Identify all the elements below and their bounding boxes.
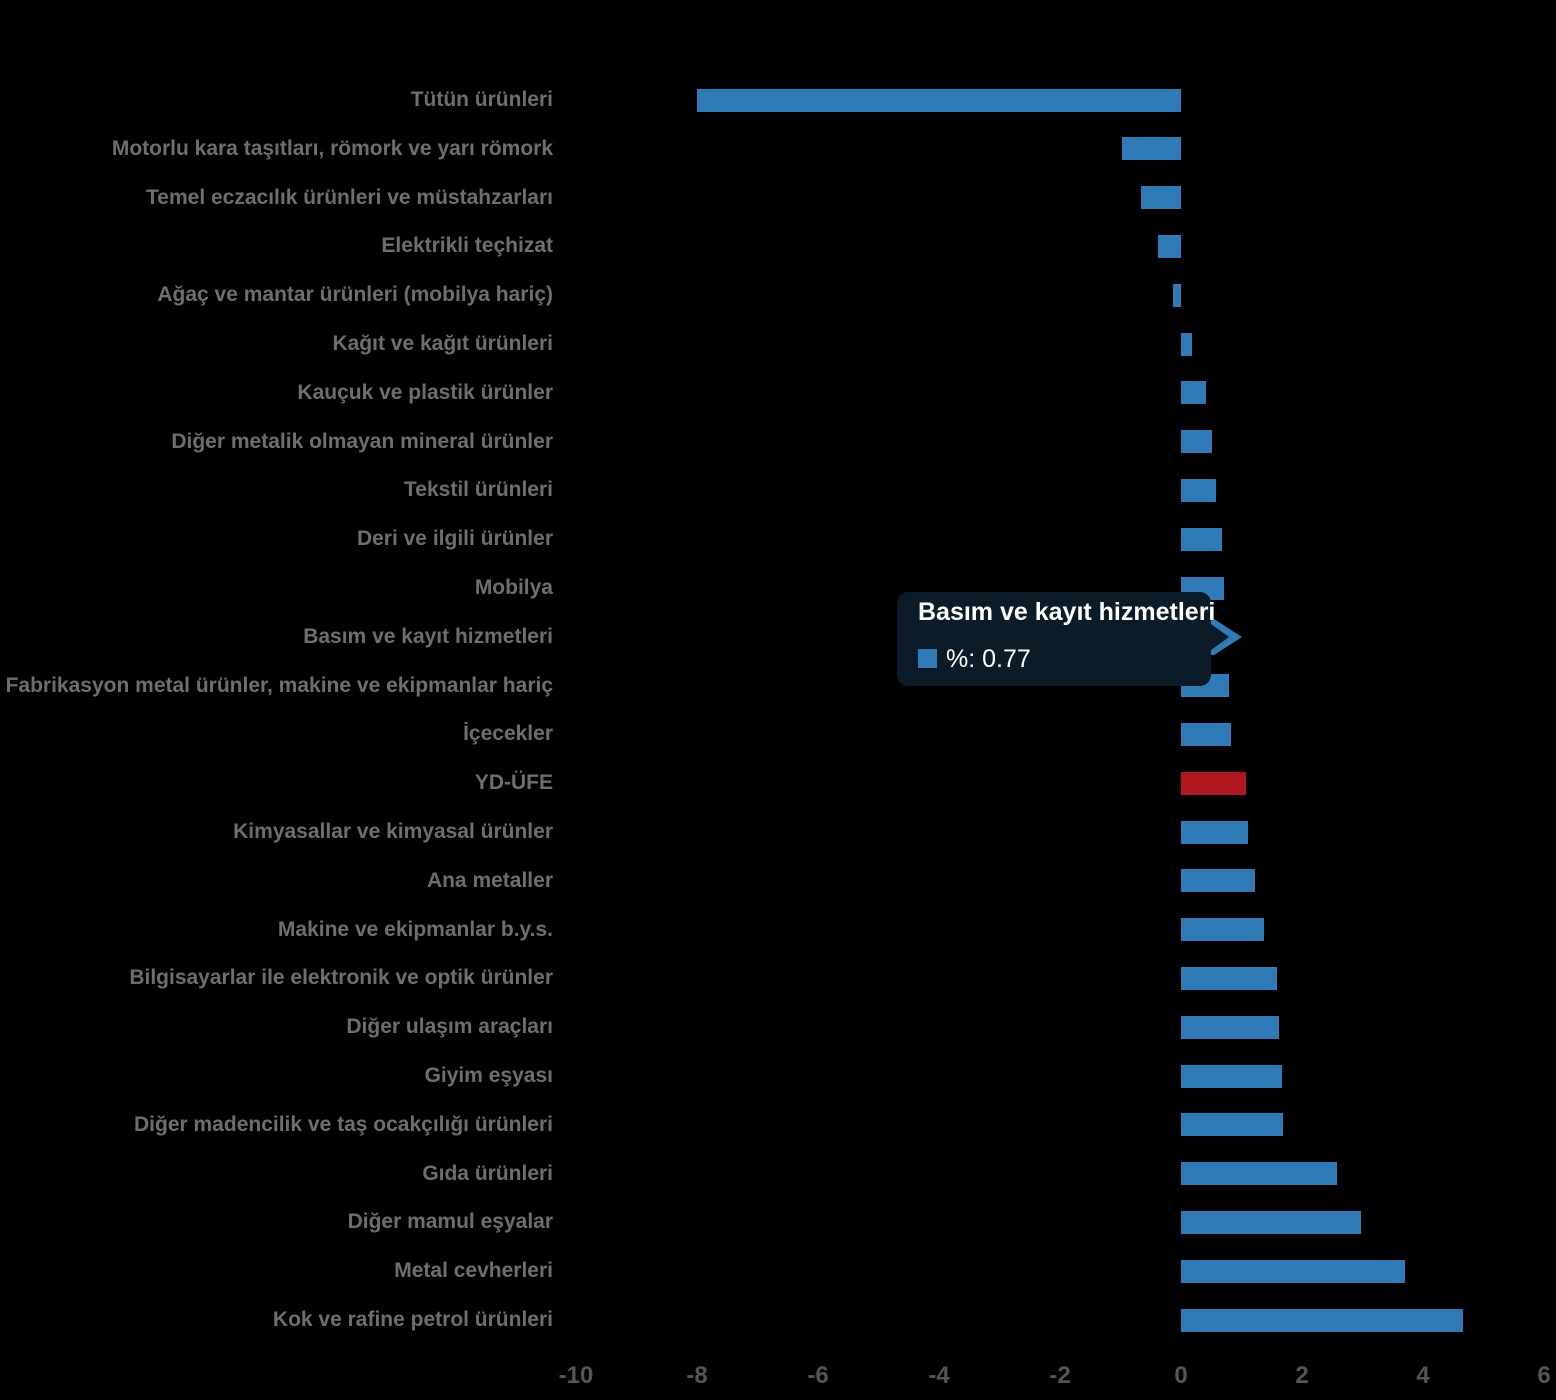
tooltip-pointer-icon [1211,624,1229,650]
category-label: Gıda ürünleri [422,1161,553,1185]
category-label: Motorlu kara taşıtları, römork ve yarı r… [111,136,553,160]
category-label: Ana metaller [426,868,553,892]
category-label: Elektrikli teçhizat [381,234,553,258]
bar[interactable] [1181,381,1206,405]
category-label: İçecekler [463,722,553,746]
category-label: Temel eczacılık ürünleri ve müstahzarlar… [146,185,553,209]
bar[interactable] [1121,137,1181,161]
bar[interactable] [1173,283,1181,307]
category-label: Makine ve ekipmanlar b.y.s. [277,917,553,941]
tooltip-series-swatch-icon [918,649,937,668]
category-label: Kağıt ve kağıt ürünleri [332,332,553,355]
bar-yd-ufe[interactable] [1181,771,1246,795]
bar[interactable] [1181,1259,1405,1283]
bar[interactable] [1181,918,1264,942]
bar[interactable] [1181,430,1213,454]
category-label: Tekstil ürünleri [404,478,553,502]
category-label: Mobilya [474,576,553,599]
bar[interactable] [1181,820,1249,844]
x-axis-tick-label: 0 [1174,1362,1188,1389]
bar[interactable] [1181,722,1232,746]
bar[interactable] [1181,1015,1279,1039]
x-axis-tick-label: -10 [558,1362,594,1389]
x-axis-tick-label: 2 [1295,1362,1309,1389]
category-label: Ağaç ve mantar ürünleri (mobilya hariç) [157,283,553,307]
category-label: Bilgisayarlar ile elektronik ve optik ür… [129,966,553,990]
category-label: Diğer ulaşım araçları [346,1015,553,1039]
bar[interactable] [1141,186,1181,210]
x-axis-tick-label: 6 [1537,1362,1551,1389]
bar[interactable] [697,88,1181,112]
x-axis-tick-label: -6 [807,1362,829,1389]
bar[interactable] [1181,332,1192,356]
category-label: Fabrikasyon metal ürünler, makine ve eki… [5,673,553,697]
bar[interactable] [1181,478,1217,502]
category-label: Metal cevherleri [394,1259,553,1283]
tooltip-title: Basım ve kayıt hizmetleri [918,598,1216,626]
tooltip [897,592,1211,686]
tooltip-value: %: 0.77 [946,645,1031,673]
x-axis-tick-label: -8 [686,1362,708,1389]
bar[interactable] [1181,869,1255,893]
bar[interactable] [1181,1210,1362,1234]
bar[interactable] [1181,1162,1338,1186]
x-axis-tick-label: -4 [928,1362,950,1389]
bar[interactable] [1181,1064,1283,1088]
category-label: Diğer metalik olmayan mineral ürünler [171,429,553,453]
x-axis-tick-label: 4 [1416,1362,1430,1389]
category-label: Tütün ürünleri [410,88,553,111]
category-label: Kok ve rafine petrol ürünleri [272,1308,553,1331]
category-label: Basım ve kayıt hizmetleri [303,624,553,648]
bar[interactable] [1181,1113,1283,1137]
category-label: Diğer madencilik ve taş ocakçılığı ürünl… [134,1112,553,1136]
x-axis-tick-label: -2 [1049,1362,1071,1389]
bar[interactable] [1181,966,1278,990]
category-label: Kimyasallar ve kimyasal ürünler [233,820,553,843]
category-label: Kauçuk ve plastik ürünler [297,380,553,404]
bar[interactable] [1181,527,1223,551]
category-label: Diğer mamul eşyalar [347,1210,553,1234]
category-label: Giyim eşyası [424,1064,553,1087]
bar[interactable] [1181,1308,1463,1332]
bar[interactable] [1158,234,1181,258]
category-label: YD-ÜFE [474,771,553,795]
category-label: Deri ve ilgili ürünler [356,527,553,551]
